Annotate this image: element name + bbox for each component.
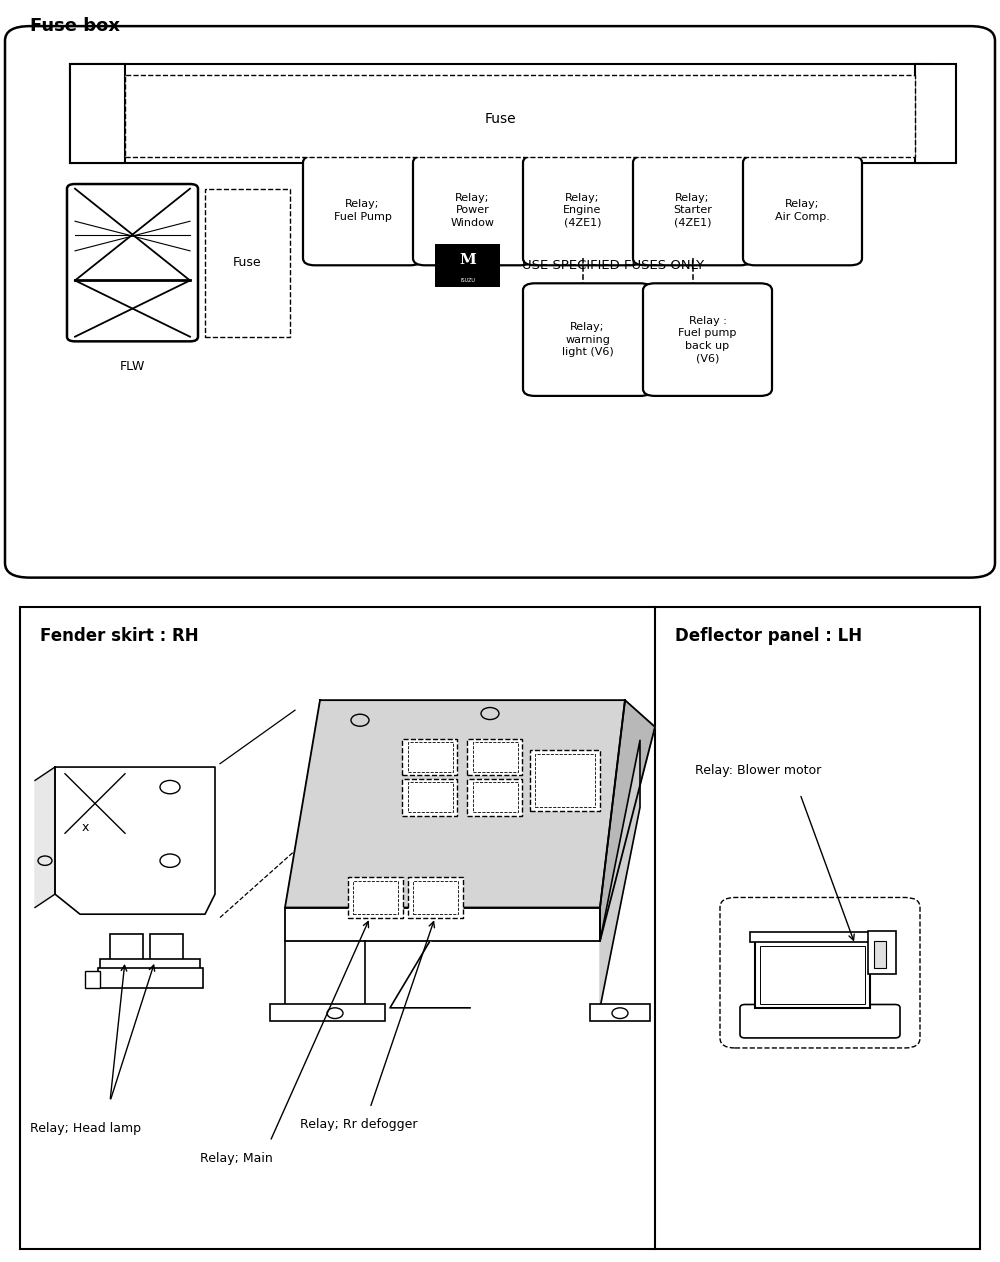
- Bar: [402, 779, 457, 815]
- Polygon shape: [285, 907, 600, 941]
- Bar: [473, 782, 518, 813]
- FancyBboxPatch shape: [67, 184, 198, 341]
- Text: x: x: [81, 820, 89, 834]
- Text: Relay;
Power
Window: Relay; Power Window: [450, 193, 494, 228]
- Bar: [467, 738, 522, 775]
- Text: ISUZU: ISUZU: [460, 279, 475, 284]
- FancyBboxPatch shape: [740, 1005, 900, 1037]
- Bar: [467, 779, 522, 815]
- Polygon shape: [285, 941, 365, 1008]
- FancyBboxPatch shape: [743, 155, 862, 265]
- Bar: [590, 1005, 650, 1021]
- Bar: [755, 941, 870, 1008]
- Text: Relay;
Starter
(4ZE1): Relay; Starter (4ZE1): [673, 193, 712, 228]
- FancyBboxPatch shape: [413, 155, 532, 265]
- Text: M: M: [459, 254, 476, 268]
- Text: Relay;
Air Comp.: Relay; Air Comp.: [775, 199, 830, 222]
- Bar: [98, 968, 203, 988]
- Bar: [150, 934, 183, 962]
- Text: Deflector panel : LH: Deflector panel : LH: [675, 626, 862, 645]
- Bar: [750, 933, 875, 943]
- Bar: [125, 76, 915, 156]
- Text: Fuse: Fuse: [233, 256, 262, 269]
- Bar: [408, 742, 452, 772]
- Bar: [100, 959, 200, 970]
- Text: USE SPECIFIED FUSES ONLY: USE SPECIFIED FUSES ONLY: [522, 259, 704, 273]
- FancyBboxPatch shape: [5, 27, 995, 578]
- Bar: [352, 881, 398, 914]
- Bar: [874, 941, 886, 968]
- Text: Relay: Blower motor: Relay: Blower motor: [695, 764, 821, 777]
- Bar: [535, 753, 595, 808]
- Bar: [413, 881, 458, 914]
- Text: Relay; Rr defogger: Relay; Rr defogger: [300, 1118, 418, 1131]
- Text: Relay;
Engine
(4ZE1): Relay; Engine (4ZE1): [563, 193, 602, 228]
- Bar: [530, 751, 600, 810]
- Text: Fender skirt : RH: Fender skirt : RH: [40, 626, 199, 645]
- Bar: [70, 64, 125, 163]
- Bar: [85, 970, 100, 988]
- Bar: [915, 64, 956, 163]
- Polygon shape: [35, 767, 55, 907]
- Bar: [270, 1005, 385, 1021]
- Text: Fuse: Fuse: [484, 112, 516, 126]
- Bar: [408, 877, 462, 917]
- FancyBboxPatch shape: [303, 155, 422, 265]
- Bar: [110, 934, 143, 962]
- Bar: [70, 64, 930, 163]
- Polygon shape: [600, 741, 640, 1008]
- FancyBboxPatch shape: [633, 155, 752, 265]
- Text: Relay;
warning
light (V6): Relay; warning light (V6): [562, 322, 613, 357]
- Polygon shape: [285, 700, 625, 907]
- Bar: [760, 945, 865, 1005]
- Bar: [205, 188, 290, 337]
- FancyBboxPatch shape: [523, 155, 642, 265]
- Text: Relay; Main: Relay; Main: [200, 1152, 273, 1165]
- Text: Fuse box: Fuse box: [30, 18, 120, 35]
- Bar: [408, 782, 452, 813]
- FancyBboxPatch shape: [643, 283, 772, 396]
- Bar: [348, 877, 402, 917]
- Text: FLW: FLW: [120, 360, 145, 374]
- Text: Relay; Head lamp: Relay; Head lamp: [30, 1122, 141, 1135]
- Text: Relay;
Fuel Pump: Relay; Fuel Pump: [334, 199, 391, 222]
- Text: Relay :
Fuel pump
back up
(V6): Relay : Fuel pump back up (V6): [678, 316, 737, 363]
- Bar: [868, 931, 896, 974]
- FancyBboxPatch shape: [523, 283, 652, 396]
- Polygon shape: [55, 767, 215, 914]
- Bar: [402, 738, 457, 775]
- Bar: [473, 742, 518, 772]
- Polygon shape: [390, 941, 470, 1008]
- Polygon shape: [600, 700, 655, 941]
- Bar: [435, 244, 500, 288]
